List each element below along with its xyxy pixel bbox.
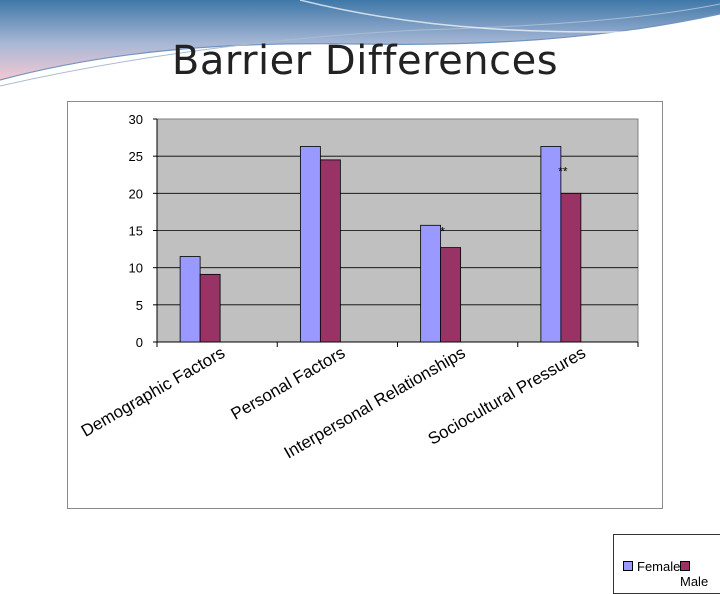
bar-male-4	[560, 192, 582, 343]
significance-marker: *	[440, 225, 445, 239]
legend-label-female: Female	[637, 559, 681, 574]
bar-female-3	[420, 224, 442, 343]
bar-male-3	[440, 247, 462, 343]
y-tick-label: 15	[129, 224, 143, 239]
y-tick-label: 10	[129, 261, 143, 276]
slide-header-banner	[0, 0, 720, 87]
chart-legend: Female Male	[613, 534, 720, 594]
x-category-label: Personal Factors	[228, 343, 349, 424]
legend-swatch-male	[680, 561, 690, 571]
chart-container: 0 5 10 15 20 25 30 * ** Demographic Factors Person…	[67, 101, 720, 594]
bar-female-1	[179, 256, 201, 343]
legend-label-male: Male	[680, 574, 709, 589]
y-tick-label: 0	[136, 335, 143, 350]
y-tick-label: 30	[129, 112, 143, 127]
legend-item-female: Female	[623, 559, 680, 574]
legend-swatch-female	[623, 561, 633, 571]
significance-marker: **	[558, 164, 568, 178]
slide-title: Barrier Differences	[171, 38, 559, 84]
x-category-label: Demographic Factors	[78, 343, 228, 441]
bar-male-2	[319, 159, 341, 343]
bar-male-1	[199, 273, 221, 343]
y-tick-label: 25	[129, 149, 143, 164]
bar-female-2	[299, 146, 321, 343]
y-tick-label: 5	[136, 298, 143, 313]
legend-item-male: Male	[680, 559, 720, 589]
y-tick-label: 20	[129, 186, 143, 201]
